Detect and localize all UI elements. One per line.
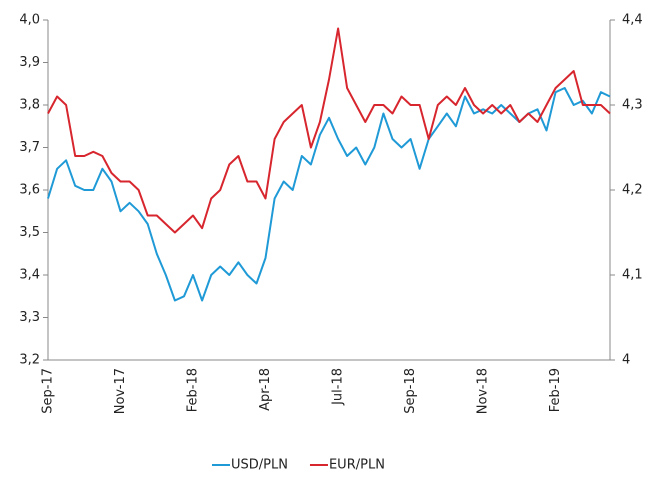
y2-tick-label: 4,1	[622, 268, 643, 283]
x-tick-label: Apr-18	[258, 368, 273, 411]
y2-tick-label: 4,4	[622, 13, 643, 28]
series-line	[47, 87, 611, 302]
y2-tick-label: 4,2	[622, 183, 643, 198]
x-tick-label: Sep-17	[41, 368, 56, 414]
y-tick-label: 3,4	[19, 268, 40, 283]
x-tick-label: Sep-18	[403, 368, 418, 414]
x-tick-label: Feb-18	[186, 368, 201, 412]
y-tick-label: 3,9	[19, 55, 40, 70]
y-tick-label: 3,8	[19, 98, 40, 113]
x-tick-label: Jul-18	[331, 368, 346, 406]
y-tick-label: 3,7	[19, 140, 40, 155]
y-tick-label: 3,3	[19, 310, 40, 325]
x-tick-label: Nov-18	[476, 368, 491, 414]
legend-label: USD/PLN	[231, 458, 288, 473]
legend-label: EUR/PLN	[329, 458, 385, 473]
series-line	[47, 27, 611, 234]
y-tick-label: 3,5	[19, 225, 40, 240]
y2-tick-label: 4	[622, 353, 630, 368]
y2-tick-label: 4,3	[622, 98, 643, 113]
y-tick-label: 3,2	[19, 353, 40, 368]
x-tick-label: Nov-17	[113, 368, 128, 414]
y-tick-label: 3,6	[19, 183, 40, 198]
y-tick-label: 4,0	[19, 13, 40, 28]
x-tick-label: Feb-19	[548, 368, 563, 412]
